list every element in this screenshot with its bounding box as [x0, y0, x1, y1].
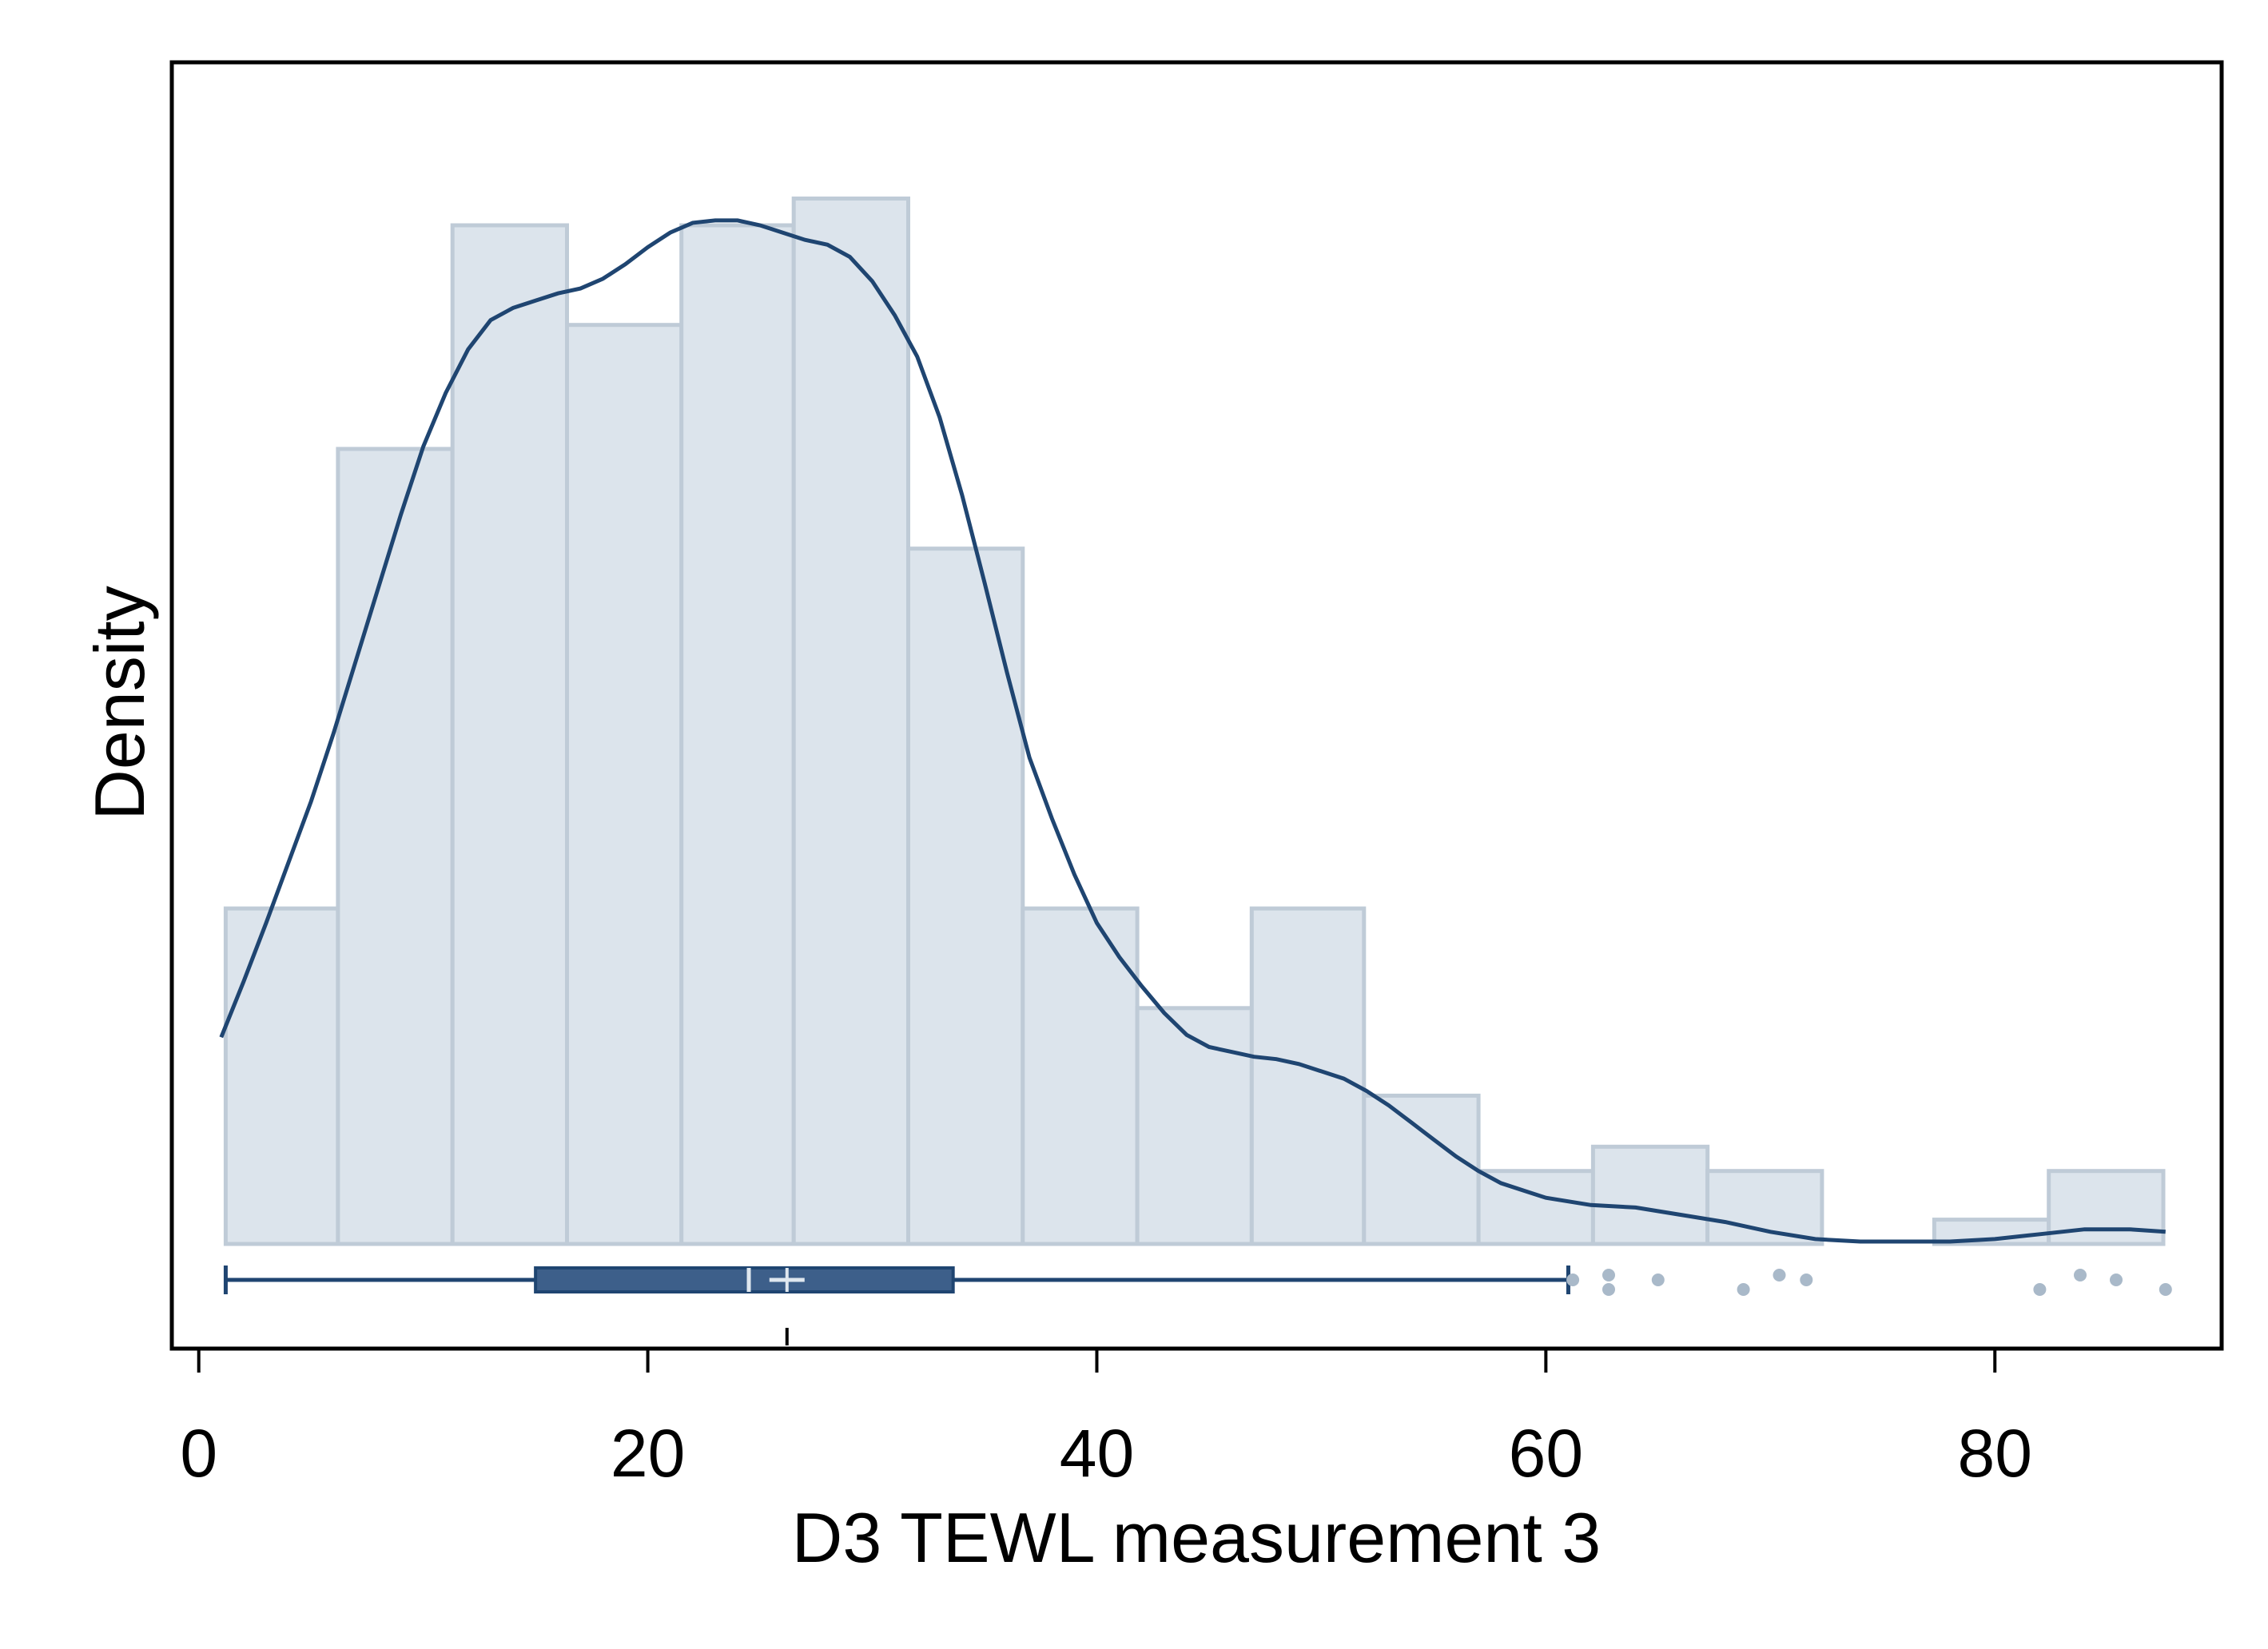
x-tick-label: 80	[1958, 1416, 2032, 1491]
outlier-point	[2110, 1274, 2123, 1286]
histogram-bar	[1249, 906, 1367, 1246]
histogram-bar	[1590, 1144, 1710, 1246]
outlier-point	[2074, 1269, 2087, 1281]
outlier-point	[1737, 1283, 1750, 1296]
outlier-point	[1651, 1274, 1665, 1286]
x-axis-title: D3 TEWL measurement 3	[792, 1498, 1601, 1577]
outlier-point	[1800, 1274, 1813, 1286]
histogram-bar	[679, 223, 796, 1246]
histogram-bar	[565, 323, 684, 1246]
x-tick-label: 40	[1060, 1416, 1134, 1491]
x-axis: 0 20 40 60 80	[172, 1347, 2222, 1491]
outlier-point	[2159, 1283, 2172, 1296]
outlier-point	[1602, 1283, 1615, 1296]
histogram-bar	[336, 447, 455, 1246]
histogram-bars	[223, 197, 2166, 1246]
histogram-bar	[2047, 1169, 2166, 1246]
x-tick-label: 20	[611, 1416, 685, 1491]
density-curve	[219, 218, 2166, 1244]
histogram-bar	[906, 546, 1025, 1246]
histogram-bar	[1135, 1006, 1254, 1246]
density-layer	[219, 218, 2166, 1244]
interquartile-box	[534, 1266, 955, 1293]
x-tick-label: 60	[1509, 1416, 1583, 1491]
y-axis-title: Density	[80, 586, 159, 820]
outlier-point	[2033, 1283, 2047, 1296]
histogram-bar	[223, 906, 340, 1246]
x-tick-label: 0	[180, 1416, 217, 1491]
outlier-point	[1602, 1269, 1615, 1281]
histogram-bar	[791, 197, 911, 1246]
outlier-point	[1566, 1274, 1580, 1286]
outlier-point	[1773, 1269, 1786, 1281]
histogram-bar	[1362, 1093, 1481, 1246]
histogram-bar	[1705, 1169, 1824, 1246]
box-plot	[223, 1266, 2172, 1345]
histogram-bar	[450, 223, 570, 1246]
histogram-bar	[1021, 906, 1140, 1246]
